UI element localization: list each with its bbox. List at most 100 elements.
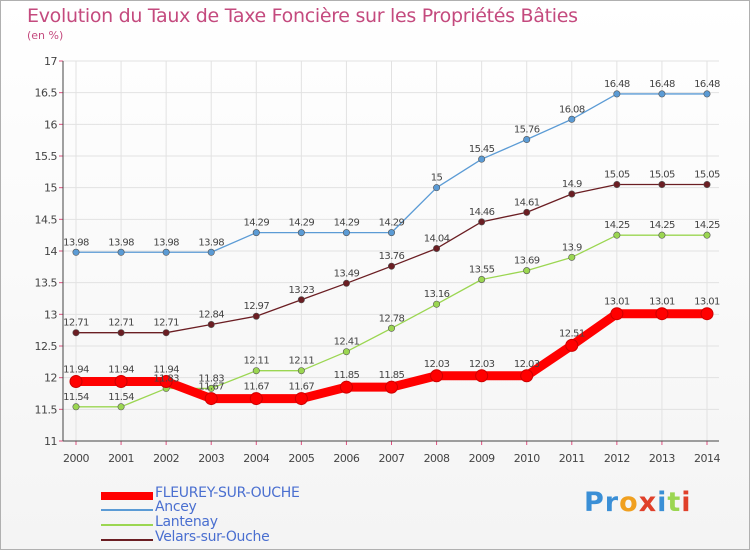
data-point	[658, 90, 666, 98]
legend-swatch	[101, 509, 153, 511]
data-label: 12.03	[514, 359, 540, 370]
data-point	[433, 300, 441, 308]
data-point	[72, 329, 80, 337]
chart-title: Evolution du Taux de Taxe Foncière sur l…	[27, 5, 578, 27]
data-label: 11.67	[198, 382, 224, 393]
x-tick-label: 2002	[153, 452, 179, 465]
data-point	[297, 367, 305, 375]
logo-letter: x	[638, 487, 658, 518]
y-tick-label: 16.5	[35, 87, 58, 100]
data-point	[207, 248, 215, 256]
data-label: 13.69	[514, 256, 540, 267]
data-label: 13.76	[379, 251, 405, 262]
data-point	[162, 248, 170, 256]
data-point	[117, 403, 125, 411]
data-point	[478, 275, 486, 283]
data-point	[162, 329, 170, 337]
data-point	[430, 369, 444, 383]
data-label: 14.25	[649, 220, 675, 231]
data-label: 14.61	[514, 197, 540, 208]
data-label: 13.98	[198, 237, 224, 248]
data-label: 16.08	[559, 104, 585, 115]
data-label: 11.85	[334, 370, 360, 381]
data-label: 13.01	[649, 297, 675, 308]
data-label: 16.48	[604, 79, 630, 90]
y-tick-label: 12	[44, 372, 57, 385]
data-label: 14.25	[694, 220, 720, 231]
data-label: 12.97	[243, 301, 269, 312]
x-tick-label: 2005	[288, 452, 314, 465]
data-point	[613, 90, 621, 98]
x-tick-label: 2003	[198, 452, 224, 465]
logo-letter: t	[667, 487, 682, 518]
data-point	[655, 307, 669, 321]
data-point	[703, 181, 711, 189]
data-label: 12.71	[63, 318, 89, 329]
data-point	[252, 312, 260, 320]
data-point	[613, 231, 621, 239]
data-label: 11.54	[63, 392, 89, 403]
data-point	[297, 296, 305, 304]
data-label: 13.16	[424, 289, 450, 300]
data-label: 13.01	[604, 297, 630, 308]
data-label: 13.98	[108, 237, 134, 248]
logo-letter: r	[604, 487, 620, 518]
data-point	[478, 155, 486, 163]
legend-label: Velars-sur-Ouche	[155, 529, 270, 545]
data-label: 12.71	[153, 318, 179, 329]
data-point	[297, 229, 305, 237]
x-tick-label: 2014	[694, 452, 720, 465]
data-point	[523, 267, 531, 275]
data-point	[565, 338, 579, 352]
series-lines	[69, 90, 714, 411]
x-tick-label: 2013	[649, 452, 675, 465]
y-tick-label: 16	[44, 118, 57, 131]
data-label: 14.29	[334, 218, 360, 229]
data-point	[207, 384, 215, 392]
data-point	[342, 229, 350, 237]
data-point	[703, 90, 711, 98]
data-label: 11.85	[379, 370, 405, 381]
data-point	[568, 190, 576, 198]
data-point	[520, 369, 534, 383]
data-label: 16.48	[694, 79, 720, 90]
legend-label: Lantenay	[155, 514, 218, 530]
data-point	[387, 262, 395, 270]
data-point	[475, 369, 489, 383]
data-point	[207, 320, 215, 328]
data-label: 12.03	[424, 359, 450, 370]
data-point	[613, 181, 621, 189]
data-label: 14.29	[243, 218, 269, 229]
data-point	[703, 231, 711, 239]
data-label: 12.11	[243, 356, 269, 367]
data-label: 12.78	[379, 313, 405, 324]
y-tick-label: 13.5	[35, 277, 58, 290]
proxiti-logo: Proxiti	[584, 487, 692, 518]
x-tick-label: 2000	[63, 452, 89, 465]
data-point	[478, 218, 486, 226]
data-label: 14.25	[604, 220, 630, 231]
data-label: 12.11	[289, 356, 315, 367]
data-point	[523, 136, 531, 144]
y-tick-label: 17	[44, 55, 57, 68]
data-point	[114, 374, 128, 388]
data-label: 15.45	[469, 144, 495, 155]
y-tick-label: 14.5	[35, 213, 58, 226]
x-tick-label: 2012	[604, 452, 630, 465]
data-label: 15.05	[649, 170, 675, 181]
data-label: 11.94	[108, 364, 134, 375]
data-label: 13.9	[562, 242, 582, 253]
data-point	[610, 307, 624, 321]
data-point	[69, 374, 83, 388]
data-label: 14.29	[289, 218, 315, 229]
data-point	[387, 229, 395, 237]
x-tick-label: 2006	[333, 452, 359, 465]
data-label: 16.48	[649, 79, 675, 90]
data-point	[72, 403, 80, 411]
data-point	[385, 380, 398, 394]
data-point	[568, 253, 576, 261]
data-label: 14.46	[469, 207, 495, 218]
data-point	[252, 229, 260, 237]
